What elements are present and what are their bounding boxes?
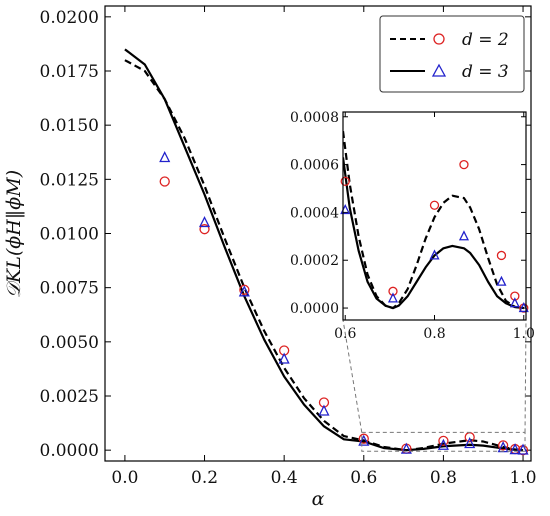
- data-point-d3: [464, 437, 476, 449]
- inset-data-point-d3: [387, 292, 399, 303]
- zoom-connector-right: [524, 319, 527, 433]
- data-point-d2: [159, 176, 170, 187]
- legend-box: [379, 15, 525, 93]
- inset-frame: [342, 111, 527, 321]
- inset-y-tick-label: 0.0004: [290, 205, 339, 221]
- inset-x-tick-label: 1.0: [513, 326, 535, 342]
- inset-axis-ticks: 0.6 0.8 1.0 0.0000 0.0002 0.0004 0.0006 0.0008: [290, 110, 535, 342]
- data-point-d3: [400, 442, 412, 454]
- inset-data-point-d3: [496, 275, 507, 286]
- y-tick-label: 0.0200: [40, 8, 99, 28]
- inset-y-tick-label: 0.0008: [290, 110, 339, 126]
- data-point-d3: [278, 352, 290, 364]
- zoom-region: [342, 319, 527, 452]
- data-point-d3: [358, 434, 370, 446]
- inset-data-point-d2: [459, 159, 469, 170]
- inset-y-tick-label: 0.0006: [290, 158, 339, 174]
- y-tick-label: 0.0100: [40, 225, 99, 245]
- series-line-d2: [124, 59, 524, 452]
- y-tick-label: 0.0050: [40, 333, 99, 353]
- x-tick-label: 0.2: [191, 468, 218, 488]
- data-point-d3: [509, 443, 521, 455]
- inset-points: [340, 159, 529, 313]
- legend-label-d3: d = 3: [462, 62, 509, 82]
- legend-marker-d3: [431, 63, 447, 77]
- data-point-d3: [437, 438, 449, 450]
- x-tick-label: 0.6: [350, 468, 377, 488]
- main-curves: [124, 48, 524, 452]
- inset-series-line-d2: [343, 130, 524, 310]
- y-tick-label: 0.0175: [40, 62, 99, 82]
- inset-series-line-d3: [343, 157, 524, 310]
- inset-x-tick-label: 0.8: [423, 326, 445, 342]
- inset-data-point-d2: [340, 176, 350, 186]
- inset-data-point-d2: [496, 250, 507, 261]
- x-axis-label: α: [312, 488, 325, 510]
- series-line-d3: [124, 48, 524, 452]
- legend-marker-d2: [433, 33, 445, 45]
- data-point-d3: [318, 404, 330, 416]
- data-point-d2: [199, 224, 210, 235]
- y-tick-label: 0.0000: [40, 441, 99, 461]
- inset-y-tick-label: 0.0000: [290, 301, 339, 317]
- y-axis-label: 𝒟KL(ϕH‖ϕM): [3, 170, 25, 298]
- inset-data-point-d2: [429, 200, 440, 210]
- data-point-d2: [497, 440, 509, 451]
- data-point-d3: [159, 151, 171, 163]
- data-point-d3: [238, 285, 250, 297]
- y-tick-label: 0.0125: [40, 170, 99, 190]
- y-tick-label: 0.0075: [40, 279, 99, 299]
- zoom-connector-left: [342, 319, 363, 433]
- inset-data-point-d3: [458, 230, 470, 241]
- x-tick-label: 0.0: [111, 468, 138, 488]
- legend: d = 2 d = 3: [379, 15, 525, 93]
- data-point-d3: [517, 443, 529, 455]
- y-tick-label: 0.0025: [40, 387, 99, 407]
- inset-data-point-d3: [509, 297, 520, 308]
- data-point-d3: [198, 216, 211, 228]
- inset-curves: [343, 130, 524, 310]
- y-tick-label: 0.0150: [40, 116, 99, 136]
- inset-y-tick-label: 0.0002: [290, 253, 339, 269]
- data-point-d2: [358, 433, 369, 444]
- inset-x-tick-label: 0.6: [334, 326, 356, 342]
- x-tick-label: 0.4: [271, 468, 298, 488]
- inset-data-point-d3: [429, 249, 440, 260]
- legend-label-d2: d = 2: [462, 30, 509, 50]
- x-tick-label: 1.0: [510, 468, 537, 488]
- x-tick-label: 0.8: [430, 468, 457, 488]
- main-axis-ticks: 0.0 0.2 0.4 0.6 0.8 1.0 0.0000 0.0025 0.0050 0.00…: [40, 6, 537, 488]
- data-point-d2: [239, 284, 250, 295]
- data-point-d2: [438, 435, 449, 447]
